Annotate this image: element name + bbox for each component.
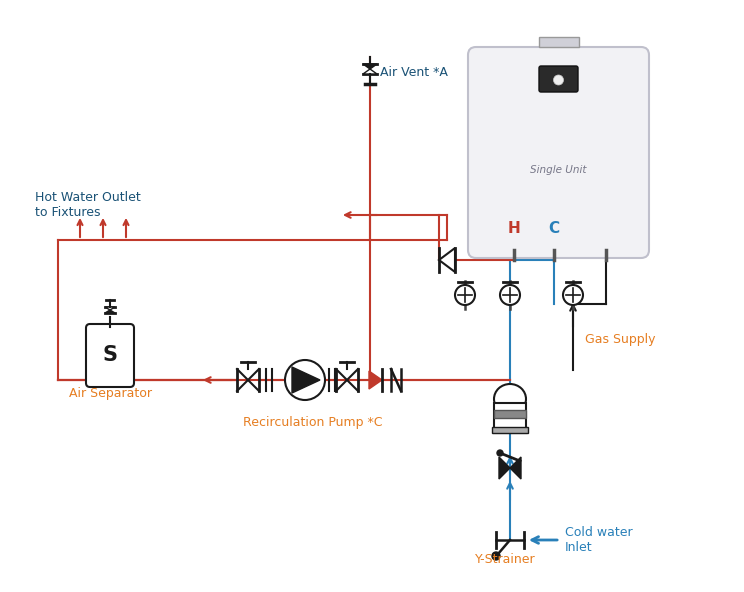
- Text: Gas Supply: Gas Supply: [585, 333, 655, 346]
- Text: Air Vent *A: Air Vent *A: [380, 66, 448, 79]
- Polygon shape: [363, 64, 377, 69]
- Text: S: S: [103, 345, 118, 365]
- Circle shape: [455, 285, 475, 305]
- Polygon shape: [369, 371, 382, 389]
- Polygon shape: [105, 307, 115, 310]
- Bar: [492, 427, 528, 433]
- FancyBboxPatch shape: [539, 66, 578, 92]
- Text: Y-Strainer: Y-Strainer: [475, 553, 536, 566]
- Bar: [494, 403, 526, 433]
- Polygon shape: [292, 367, 320, 393]
- Ellipse shape: [494, 384, 526, 414]
- Polygon shape: [499, 457, 521, 479]
- Text: Cold water
Inlet: Cold water Inlet: [565, 526, 632, 554]
- Bar: [494, 410, 526, 418]
- Text: Hot Water Outlet
to Fixtures: Hot Water Outlet to Fixtures: [35, 191, 141, 219]
- FancyBboxPatch shape: [86, 324, 134, 387]
- Text: H: H: [507, 220, 520, 236]
- Polygon shape: [439, 248, 455, 272]
- Polygon shape: [105, 310, 115, 313]
- Text: C: C: [548, 220, 559, 236]
- Circle shape: [497, 450, 503, 456]
- Circle shape: [500, 285, 520, 305]
- Text: Recirculation Pump *C: Recirculation Pump *C: [243, 416, 382, 429]
- Bar: [539, 37, 579, 47]
- Text: Single Unit: Single Unit: [530, 165, 587, 175]
- FancyBboxPatch shape: [468, 47, 649, 258]
- Circle shape: [554, 75, 563, 85]
- Text: Air Separator: Air Separator: [68, 387, 152, 400]
- Circle shape: [285, 360, 325, 400]
- Polygon shape: [363, 69, 377, 74]
- Circle shape: [492, 552, 500, 560]
- Circle shape: [563, 285, 583, 305]
